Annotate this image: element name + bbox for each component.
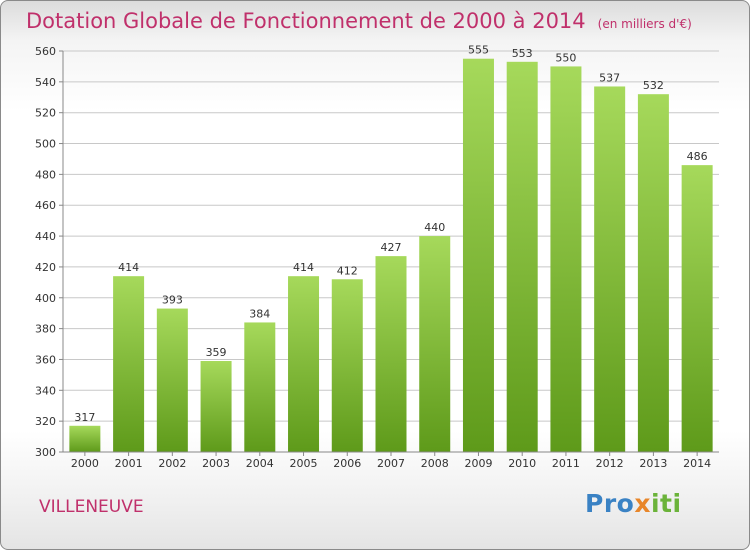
bar-2014	[681, 165, 713, 452]
y-tick-label: 540	[35, 76, 56, 89]
value-label: 393	[162, 294, 183, 307]
bar-2002	[156, 308, 188, 452]
value-label: 412	[337, 264, 358, 277]
value-label: 486	[687, 150, 708, 163]
y-tick-label: 520	[35, 107, 56, 120]
x-tick-label: 2007	[377, 457, 405, 470]
bar-2010	[506, 61, 538, 453]
title-text: Dotation Globale de Fonctionnement de 20…	[26, 9, 586, 33]
bar-2011	[550, 66, 582, 452]
bar-2005	[288, 276, 320, 452]
bar-2009	[462, 58, 494, 452]
chart-title: Dotation Globale de Fonctionnement de 20…	[26, 9, 692, 33]
x-tick-label: 2013	[639, 457, 667, 470]
x-tick-label: 2009	[464, 457, 492, 470]
value-label: 317	[74, 411, 95, 424]
x-tick-label: 2006	[333, 457, 361, 470]
x-tick-label: 2001	[115, 457, 143, 470]
value-label: 414	[293, 261, 314, 274]
x-tick-label: 2008	[421, 457, 449, 470]
x-tick-label: 2003	[202, 457, 230, 470]
value-label: 427	[381, 241, 402, 254]
y-axis: 300 320 340 360 380 400 420 440 460 480 500 520 540 5…	[35, 45, 64, 459]
bars: 317 414 393 359 384 414 412 427 440 555 553 550 537 5…	[69, 44, 713, 453]
y-tick-label: 300	[35, 446, 56, 459]
bar-2008	[419, 236, 451, 452]
proxiti-logo: Proxiti	[585, 489, 682, 518]
value-label: 555	[468, 44, 489, 57]
value-label: 537	[599, 71, 620, 84]
value-label: 414	[118, 261, 139, 274]
x-tick-label: 2002	[158, 457, 186, 470]
y-tick-label: 380	[35, 323, 56, 336]
bar-2013	[637, 94, 669, 452]
x-tick-label: 2014	[683, 457, 711, 470]
value-label: 553	[512, 47, 533, 60]
bar-2003	[200, 361, 232, 452]
x-tick-label: 2004	[246, 457, 274, 470]
value-label: 384	[249, 307, 270, 320]
commune-name: VILLENEUVE	[39, 497, 144, 517]
x-tick-label: 2005	[290, 457, 318, 470]
value-label: 359	[206, 346, 227, 359]
value-label: 532	[643, 79, 664, 92]
x-axis: 2000 2001 2002 2003 2004 2005 2006 2007 2008 2009…	[63, 451, 719, 470]
bar-2012	[594, 86, 626, 452]
bar-2006	[331, 279, 363, 452]
y-tick-label: 360	[35, 353, 56, 366]
y-tick-label: 560	[35, 45, 56, 58]
bar-2007	[375, 256, 407, 452]
x-tick-label: 2010	[508, 457, 536, 470]
x-tick-label: 2012	[596, 457, 624, 470]
value-label: 550	[555, 51, 576, 64]
y-tick-label: 340	[35, 384, 56, 397]
bar-2001	[113, 276, 145, 452]
y-tick-label: 420	[35, 261, 56, 274]
y-tick-label: 440	[35, 230, 56, 243]
y-tick-label: 320	[35, 415, 56, 428]
bar-2004	[244, 322, 276, 452]
y-tick-label: 500	[35, 138, 56, 151]
chart-subtitle: (en milliers d'€)	[597, 17, 692, 31]
y-tick-label: 400	[35, 292, 56, 305]
y-tick-label: 480	[35, 168, 56, 181]
x-tick-label: 2000	[71, 457, 99, 470]
x-tick-label: 2011	[552, 457, 580, 470]
y-tick-label: 460	[35, 199, 56, 212]
bar-2000	[69, 425, 101, 452]
value-label: 440	[424, 221, 445, 234]
